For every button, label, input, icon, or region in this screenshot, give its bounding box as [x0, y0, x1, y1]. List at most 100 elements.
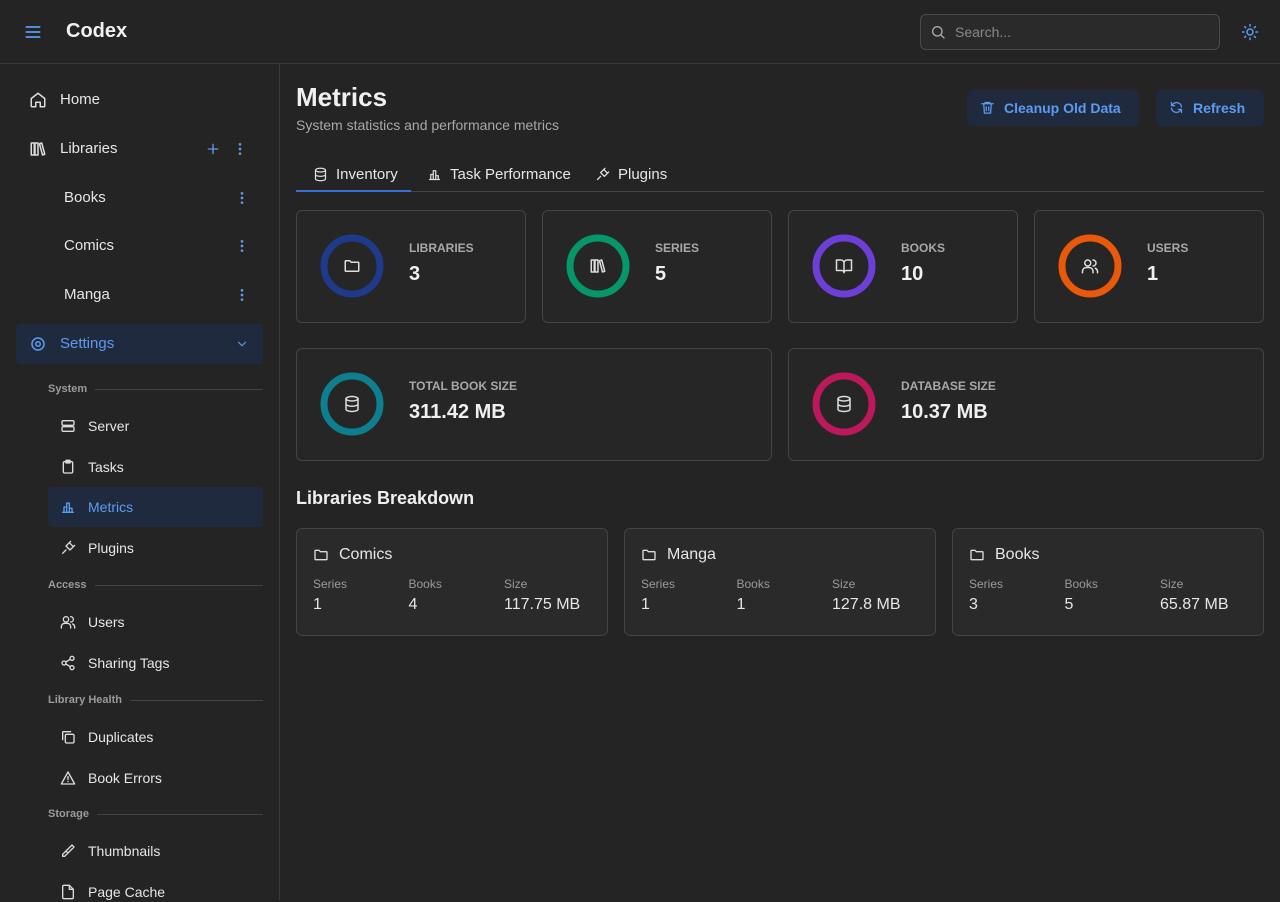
button-label: Refresh — [1193, 100, 1246, 116]
nav-icon — [62, 540, 76, 554]
tabs-divider — [296, 191, 1264, 192]
stat-icon — [835, 259, 853, 274]
library-icon — [314, 549, 328, 561]
active-tab-underline — [296, 190, 411, 192]
tab-icon — [314, 167, 327, 182]
settings-link[interactable]: Duplicates — [88, 729, 154, 745]
library-item[interactable]: Manga — [64, 286, 110, 303]
library-item[interactable]: Books — [64, 189, 106, 206]
stat-column-label: Series — [641, 577, 676, 591]
library-card — [952, 528, 1264, 636]
library-item[interactable]: Comics — [64, 237, 115, 254]
tab-icon — [596, 167, 610, 181]
stat-card — [788, 210, 1018, 323]
stat-column-label: Books — [736, 577, 770, 591]
active-item[interactable] — [48, 487, 263, 527]
page-title: Metrics — [296, 82, 388, 112]
section-divider — [129, 700, 263, 701]
cleanup-button[interactable] — [967, 90, 1139, 126]
stat-card — [542, 210, 772, 323]
section-title: System — [48, 383, 88, 395]
stat-column-label: Series — [969, 577, 1004, 591]
library-menu — [240, 289, 244, 301]
button-icon — [981, 101, 994, 114]
sidebar — [0, 64, 280, 900]
nav-item[interactable]: Libraries — [60, 140, 118, 157]
stat-column-value: 117.75 MB — [504, 596, 581, 613]
libraries-menu — [238, 143, 242, 155]
stat-column-value: 1 — [313, 596, 322, 613]
nav-icon — [62, 502, 74, 513]
nav-item[interactable]: Home — [60, 91, 101, 108]
stat-ring — [320, 234, 384, 298]
library-name: Books — [995, 546, 1040, 563]
add-library — [207, 143, 219, 155]
size-card — [296, 348, 772, 461]
stat-column-value: 3 — [969, 596, 978, 613]
theme-toggle — [1241, 23, 1259, 41]
stat-column-label: Books — [408, 577, 442, 591]
section-title: Library Health — [48, 694, 122, 706]
section-divider — [94, 585, 263, 586]
settings-link[interactable]: Users — [88, 614, 125, 630]
stat-value: 3 — [409, 263, 421, 285]
search-icon — [932, 26, 945, 39]
size-label: TOTAL BOOK SIZE — [409, 379, 518, 393]
stat-column-label: Books — [1064, 577, 1098, 591]
stat-label: BOOKS — [901, 241, 946, 255]
stat-label: LIBRARIES — [409, 241, 474, 255]
settings-link[interactable]: Book Errors — [88, 770, 162, 786]
size-ring — [320, 372, 384, 436]
stat-column-label: Size — [832, 577, 856, 591]
size-card — [788, 348, 1264, 461]
stat-column-value: 65.87 MB — [1160, 596, 1229, 613]
stat-card — [1034, 210, 1264, 323]
settings-link[interactable]: Plugins — [88, 540, 134, 556]
tab[interactable]: Task Performance — [450, 166, 571, 183]
library-name: Comics — [339, 546, 393, 563]
button-icon — [1170, 101, 1183, 114]
stat-label: SERIES — [655, 241, 700, 255]
settings-link[interactable]: Metrics — [88, 499, 134, 515]
settings-link[interactable]: Tasks — [88, 459, 124, 475]
refresh-button[interactable] — [1156, 90, 1264, 126]
size-icon — [345, 395, 359, 413]
tab-icon — [428, 170, 441, 181]
library-card — [624, 528, 936, 636]
size-value: 10.37 MB — [901, 401, 988, 423]
stat-value: 5 — [655, 263, 667, 285]
stat-icon — [1081, 259, 1099, 274]
settings-link[interactable]: Sharing Tags — [88, 655, 170, 671]
settings-link[interactable]: Server — [88, 418, 130, 434]
stat-column-value: 127.8 MB — [832, 596, 901, 613]
size-value: 311.42 MB — [409, 401, 506, 423]
search-placeholder: Search... — [955, 24, 1012, 40]
library-card — [296, 528, 608, 636]
section-title: Access — [48, 579, 87, 591]
stat-column-label: Size — [1160, 577, 1184, 591]
menu-button — [25, 26, 41, 38]
settings-item: Settings — [60, 335, 115, 352]
stat-ring — [566, 234, 630, 298]
nav-icon — [60, 616, 76, 629]
tab[interactable]: Inventory — [336, 166, 398, 183]
search-box[interactable] — [920, 14, 1220, 50]
library-menu — [240, 240, 244, 252]
library-menu — [240, 192, 244, 204]
library-name: Manga — [667, 546, 716, 563]
stat-icon — [344, 260, 360, 272]
settings-link[interactable]: Page Cache — [88, 884, 166, 900]
stat-column-value: 5 — [1064, 596, 1074, 613]
settings-active[interactable] — [16, 324, 263, 364]
tab[interactable]: Plugins — [618, 166, 668, 183]
button-label: Cleanup Old Data — [1004, 100, 1121, 116]
library-icon — [970, 549, 984, 561]
stat-column-label: Size — [504, 577, 528, 591]
stat-label: USERS — [1147, 241, 1189, 255]
size-icon — [837, 395, 851, 413]
settings-link[interactable]: Thumbnails — [88, 843, 161, 859]
stat-value: 1 — [1147, 263, 1159, 285]
nav-icon — [31, 337, 45, 351]
size-label: DATABASE SIZE — [901, 379, 996, 393]
